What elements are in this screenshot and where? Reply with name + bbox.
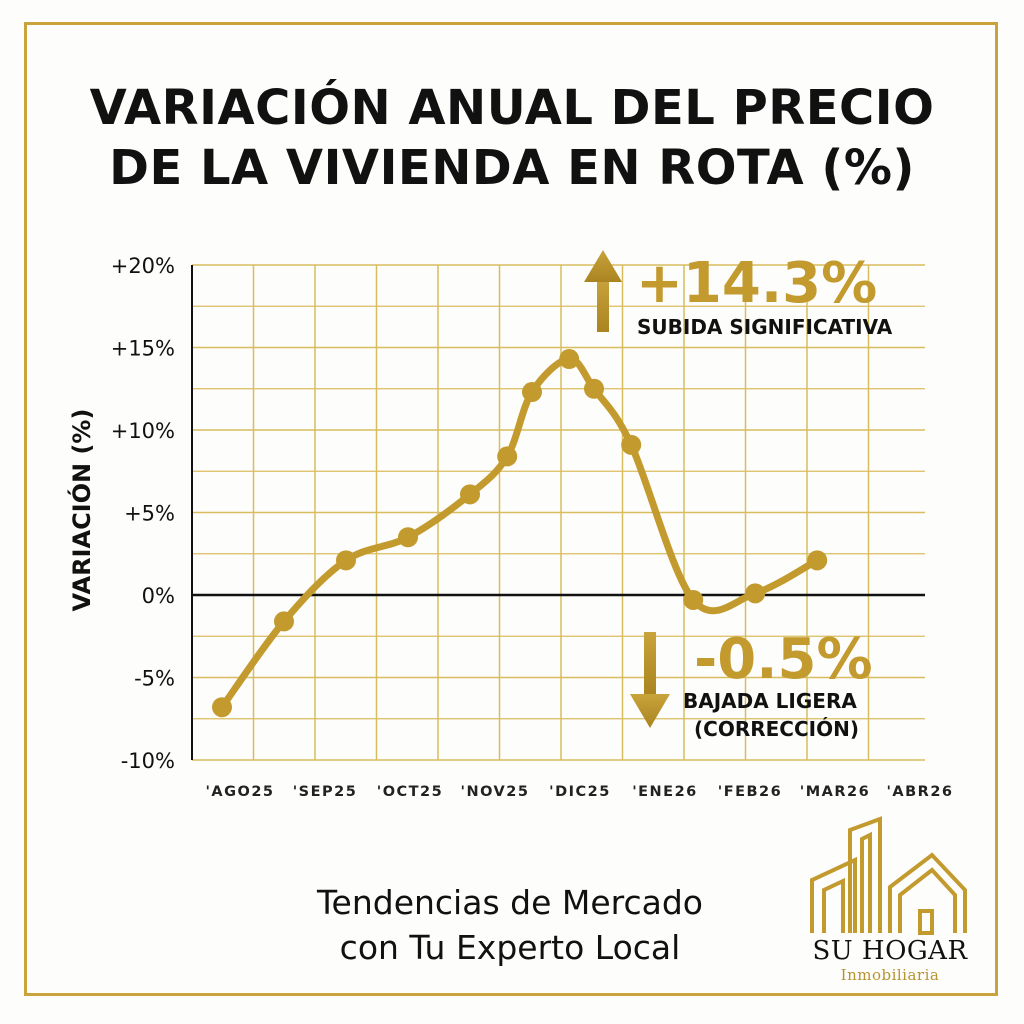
y-tick-label: -10%: [121, 749, 175, 773]
annotation-down-label-1: BAJADA LIGERA: [683, 689, 857, 713]
logo-name: SU HOGAR: [812, 936, 968, 966]
data-point: [274, 611, 294, 632]
x-tick-label: 'SEP25: [293, 784, 358, 800]
data-point: [212, 697, 232, 718]
y-tick-labels: +20% +15% +10% +5% 0% -5% -10%: [111, 254, 175, 773]
title-line-1: VARIACIÓN ANUAL DEL PRECIO: [89, 80, 935, 136]
x-tick-label: 'MAR26: [800, 784, 870, 800]
x-tick-label: 'ABR26: [886, 784, 953, 800]
x-tick-label: 'AGO25: [205, 784, 274, 800]
data-point: [559, 349, 580, 370]
data-point: [683, 589, 704, 610]
footer-line-2: con Tu Experto Local: [339, 928, 681, 967]
x-tick-label: 'NOV25: [461, 784, 530, 800]
x-tick-labels: 'AGO25 'SEP25 'OCT25 'NOV25 'DIC25 'ENE26 'FEB…: [205, 784, 953, 800]
annotation-down-value: -0.5%: [694, 627, 873, 692]
y-tick-label: +5%: [124, 502, 175, 526]
y-tick-label: +10%: [111, 419, 175, 443]
y-tick-label: +20%: [111, 254, 175, 278]
footer-tagline: Tendencias de Mercado con Tu Experto Loc…: [230, 880, 790, 970]
arrow-up-icon: [584, 250, 622, 332]
data-point: [522, 382, 542, 403]
y-axis-label: VARIACIÓN (%): [66, 409, 96, 612]
house-buildings-icon: [810, 816, 967, 935]
x-tick-label: 'FEB26: [718, 784, 782, 800]
data-point: [336, 550, 356, 571]
annotation-down-label-2: (CORRECCIÓN): [694, 717, 859, 741]
data-points: [212, 349, 828, 718]
annotation-down: -0.5% BAJADA LIGERA (CORRECCIÓN): [630, 627, 873, 741]
x-tick-label: 'DIC25: [549, 784, 611, 800]
x-tick-label: 'OCT25: [377, 784, 443, 800]
data-point: [807, 550, 828, 571]
annotation-up-value: +14.3%: [636, 251, 877, 316]
gold-frame: [24, 22, 998, 996]
y-tick-label: -5%: [134, 667, 175, 691]
data-point: [584, 378, 604, 399]
y-tick-label: +15%: [111, 337, 175, 361]
data-point: [621, 434, 642, 455]
logo-subtitle: Inmobiliaria: [840, 966, 940, 984]
data-point: [497, 446, 518, 467]
grid-horizontal-lines: [192, 264, 925, 761]
x-tick-label: 'ENE26: [632, 784, 698, 800]
footer-line-1: Tendencias de Mercado: [316, 883, 703, 922]
arrow-down-icon: [630, 632, 670, 728]
y-tick-label: 0%: [142, 584, 175, 608]
page-title: VARIACIÓN ANUAL DEL PRECIO DE LA VIVIEND…: [40, 78, 984, 198]
title-line-2: DE LA VIVIENDA EN ROTA (%): [109, 140, 915, 196]
annotation-up-label: SUBIDA SIGNIFICATIVA: [637, 315, 893, 339]
data-point: [460, 484, 480, 505]
data-point: [398, 527, 418, 548]
data-point: [745, 583, 766, 604]
annotation-up: +14.3% SUBIDA SIGNIFICATIVA: [584, 250, 893, 339]
